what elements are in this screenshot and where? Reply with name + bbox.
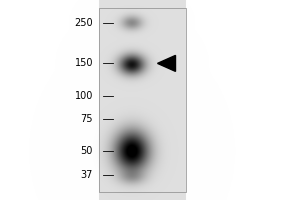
- Text: 37: 37: [81, 170, 93, 180]
- Text: 250: 250: [74, 18, 93, 28]
- Text: 150: 150: [74, 58, 93, 68]
- Text: 50: 50: [81, 146, 93, 156]
- Text: 75: 75: [80, 114, 93, 124]
- Bar: [99, 8, 186, 192]
- Bar: [99, 8, 186, 192]
- Polygon shape: [158, 55, 175, 71]
- Text: 100: 100: [75, 91, 93, 101]
